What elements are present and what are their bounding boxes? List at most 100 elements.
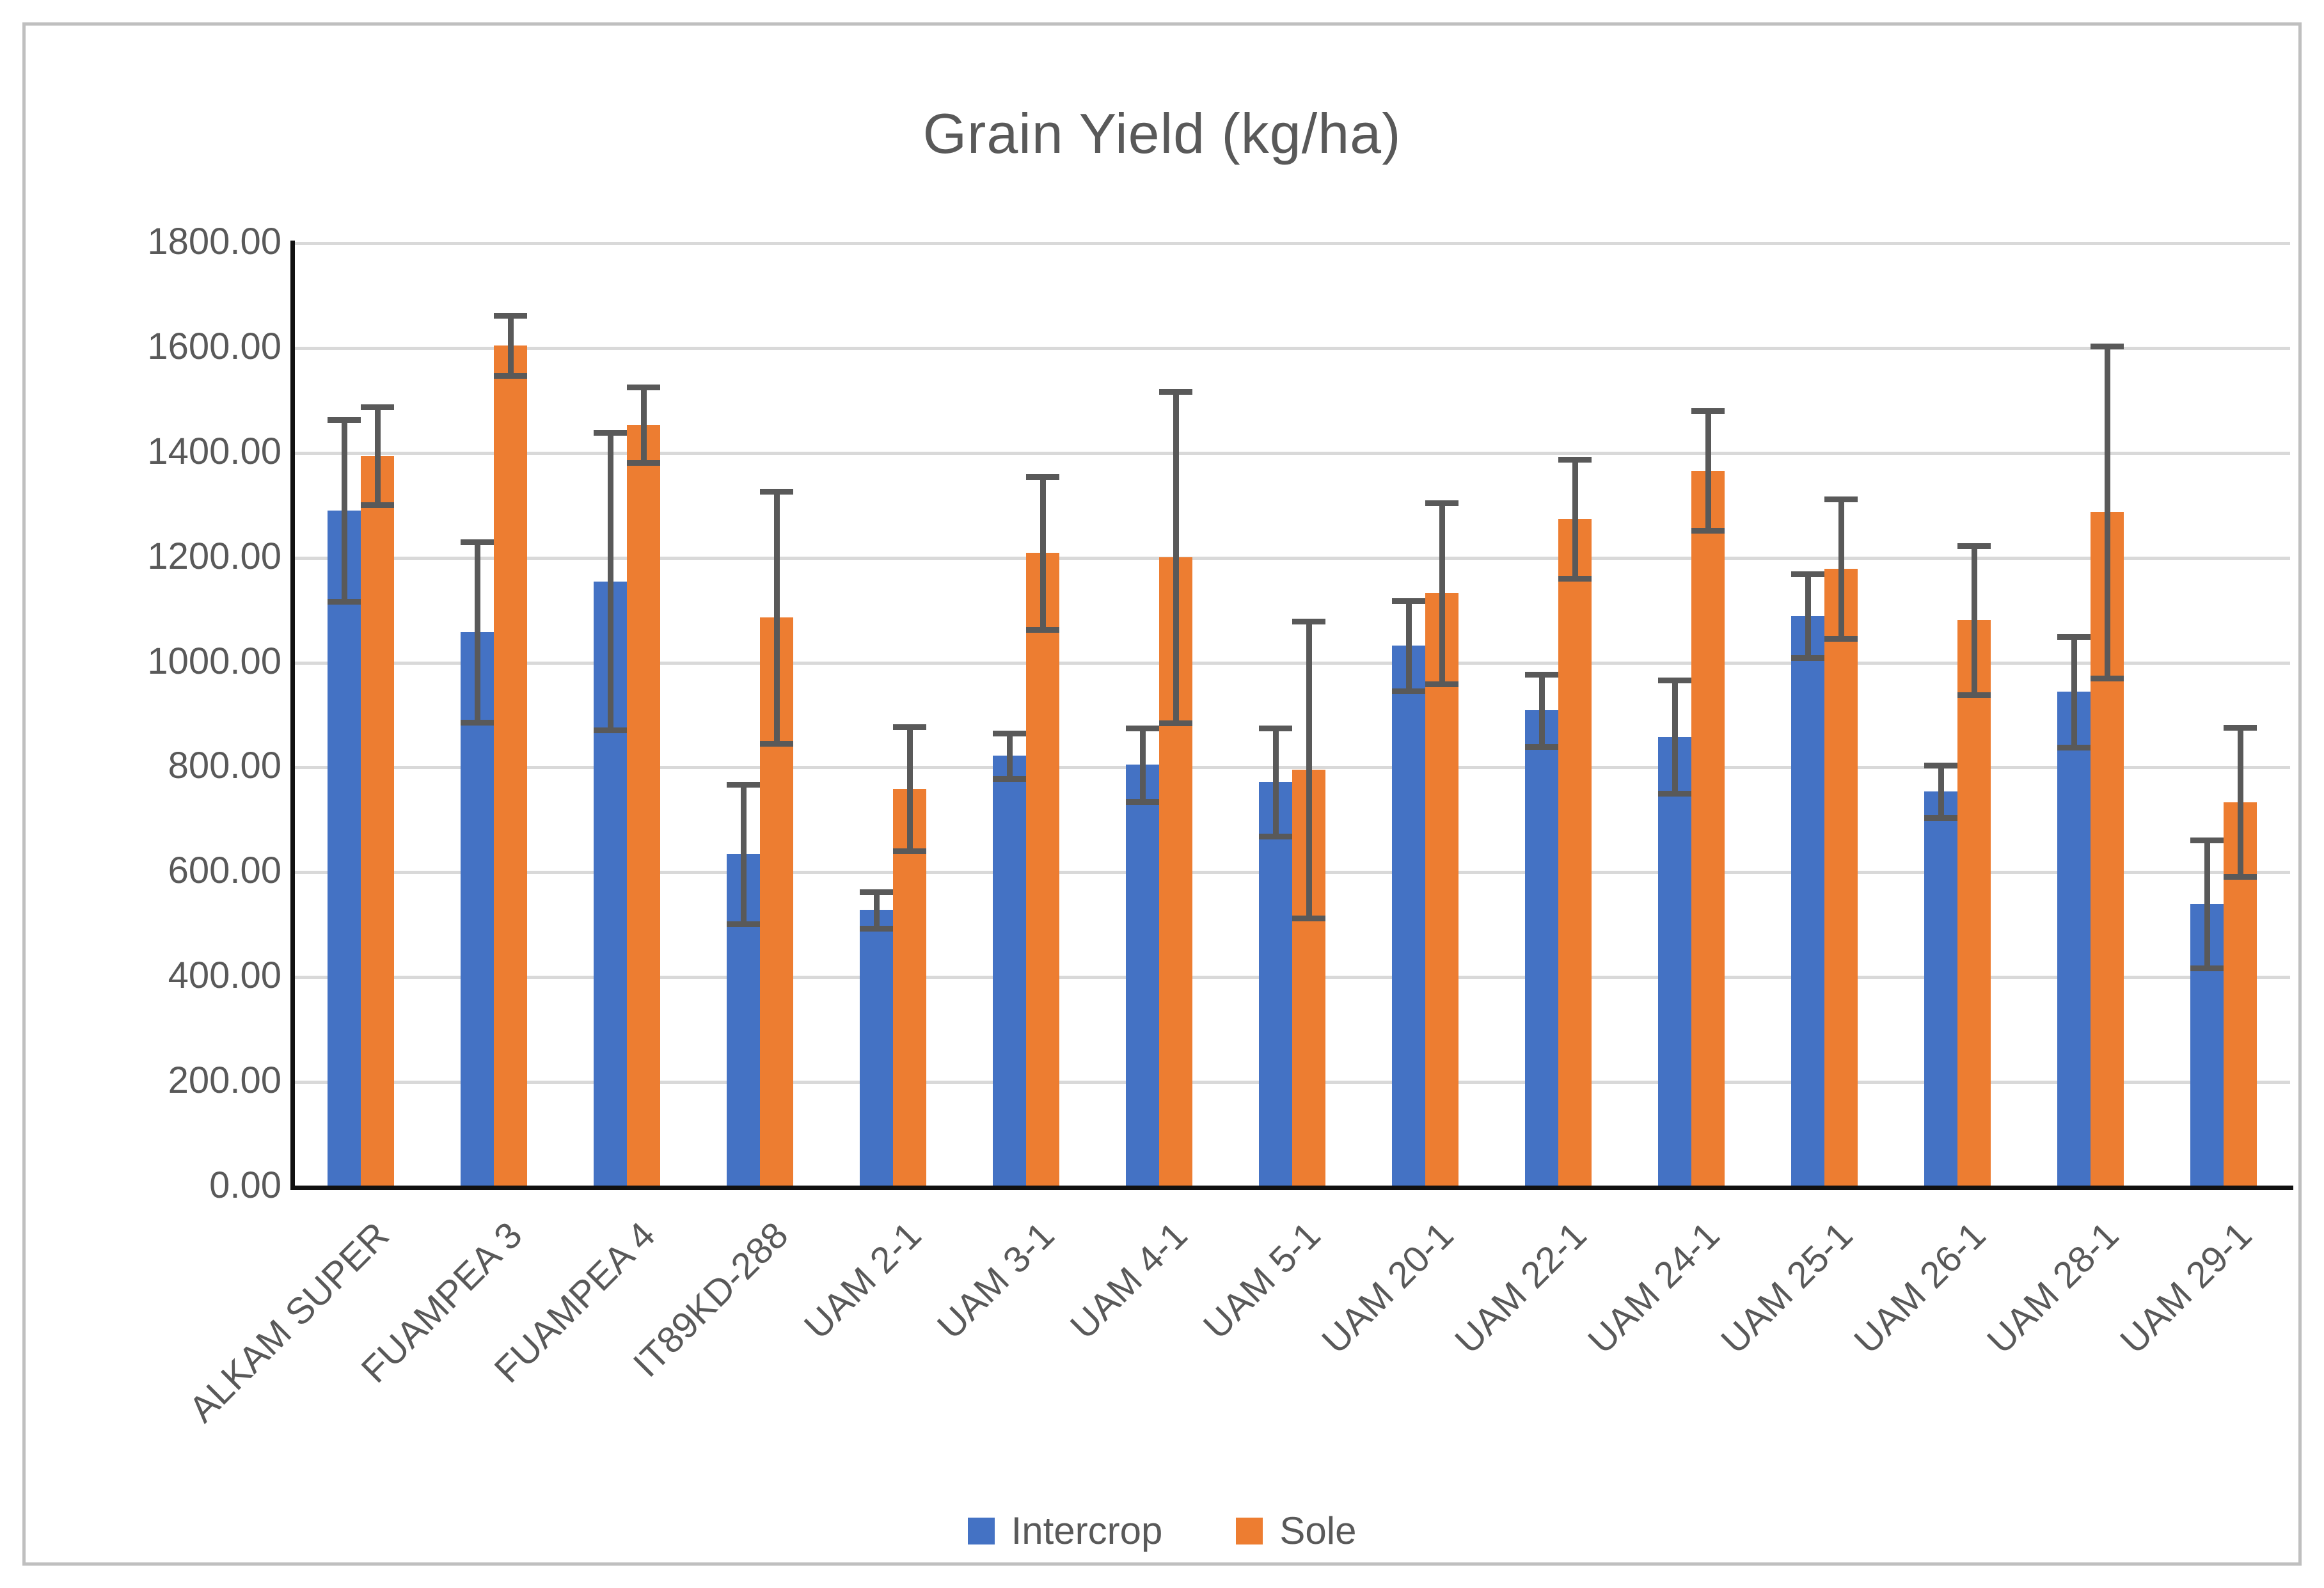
chart-title: Grain Yield (kg/ha) — [922, 102, 1402, 165]
y-axis-line — [290, 241, 295, 1190]
y-tick-label: 0.00 — [209, 1164, 281, 1206]
error-bar-cap-top — [1824, 496, 1858, 502]
error-bar-cap-bottom — [1824, 635, 1858, 642]
error-bar-cap-bottom — [1026, 626, 1059, 633]
error-bar-sole-4 — [773, 491, 780, 743]
error-bar-cap-bottom — [1525, 743, 1558, 750]
error-bar-cap-bottom — [627, 460, 660, 466]
error-bar-cap-top — [2057, 633, 2091, 640]
error-bar-cap-top — [1259, 725, 1292, 731]
error-bar-intercrop-11 — [1672, 680, 1678, 794]
legend-label-sole: Sole — [1279, 1509, 1357, 1552]
error-bar-cap-bottom — [2224, 873, 2257, 880]
error-bar-cap-bottom — [727, 921, 760, 927]
error-bar-sole-6 — [1039, 476, 1046, 630]
y-tick-label: 1400.00 — [147, 430, 281, 472]
error-bar-cap-top — [1425, 500, 1458, 506]
error-bar-intercrop-8 — [1272, 727, 1279, 836]
error-bar-cap-bottom — [494, 372, 527, 379]
error-bar-cap-top — [1026, 473, 1059, 480]
legend-item-intercrop: Intercrop — [967, 1509, 1163, 1553]
error-bar-cap-top — [2224, 725, 2257, 731]
intercrop-swatch-icon — [967, 1517, 995, 1544]
y-tick-label: 1600.00 — [147, 325, 281, 367]
error-bar-cap-top — [760, 489, 793, 495]
y-tick-label: 1800.00 — [147, 221, 281, 262]
error-bar-cap-top — [1392, 598, 1425, 604]
error-bar-sole-11 — [1705, 411, 1711, 531]
error-bar-intercrop-12 — [1805, 574, 1811, 658]
error-bar-cap-bottom — [461, 719, 494, 726]
error-bar-cap-top — [328, 417, 361, 424]
error-bar-cap-top — [594, 429, 627, 436]
error-bar-sole-8 — [1306, 621, 1312, 918]
error-bar-sole-15 — [2237, 727, 2243, 877]
error-bar-cap-top — [993, 731, 1026, 737]
error-bar-cap-bottom — [993, 775, 1026, 782]
error-bar-cap-bottom — [1259, 833, 1292, 839]
error-bar-cap-bottom — [1691, 528, 1725, 534]
y-tick-label: 200.00 — [168, 1060, 281, 1102]
bar-sole-5 — [893, 789, 926, 1187]
error-bar-cap-bottom — [2057, 745, 2091, 751]
error-bar-cap-top — [361, 404, 394, 411]
error-bar-intercrop-9 — [1405, 600, 1412, 691]
gridline — [294, 451, 2290, 455]
error-bar-intercrop-14 — [2071, 636, 2077, 748]
plot-area — [294, 242, 2290, 1189]
error-bar-intercrop-1 — [341, 420, 347, 601]
chart-frame: Grain Yield (kg/ha) 1800.00 1600.00 1400.0… — [22, 22, 2302, 1566]
error-bar-cap-bottom — [2091, 676, 2124, 682]
bar-sole-3 — [627, 425, 660, 1187]
legend: Intercrop Sole — [26, 1509, 2298, 1553]
error-bar-intercrop-2 — [474, 542, 480, 722]
bar-intercrop-13 — [1924, 791, 1957, 1187]
error-bar-sole-2 — [507, 315, 514, 376]
error-bar-cap-bottom — [2190, 965, 2224, 972]
error-bar-cap-top — [727, 781, 760, 788]
bar-intercrop-11 — [1658, 736, 1691, 1187]
error-bar-cap-top — [893, 724, 926, 731]
error-bar-intercrop-4 — [740, 784, 747, 924]
y-tick-label: 400.00 — [168, 955, 281, 997]
error-bar-cap-bottom — [1658, 791, 1691, 797]
error-bar-cap-bottom — [1791, 655, 1824, 662]
bar-intercrop-1 — [328, 510, 361, 1187]
error-bar-cap-top — [461, 539, 494, 546]
y-tick-label: 800.00 — [168, 745, 281, 787]
gridline — [294, 242, 2290, 245]
error-bar-intercrop-10 — [1538, 674, 1545, 747]
error-bar-cap-bottom — [1126, 798, 1159, 805]
error-bar-intercrop-15 — [2204, 840, 2210, 969]
error-bar-cap-bottom — [860, 926, 893, 932]
error-bar-cap-top — [1791, 571, 1824, 578]
bar-intercrop-8 — [1259, 782, 1292, 1187]
bar-sole-6 — [1026, 553, 1059, 1187]
error-bar-cap-top — [1658, 678, 1691, 684]
error-bar-cap-bottom — [1558, 575, 1592, 582]
error-bar-intercrop-13 — [1938, 765, 1944, 818]
gridline — [294, 346, 2290, 350]
error-bar-sole-3 — [640, 387, 647, 463]
error-bar-sole-10 — [1572, 459, 1578, 578]
error-bar-cap-top — [2091, 343, 2124, 349]
error-bar-cap-top — [1126, 725, 1159, 731]
bar-sole-10 — [1558, 519, 1592, 1187]
error-bar-sole-12 — [1838, 498, 1844, 639]
bar-intercrop-12 — [1791, 615, 1824, 1187]
gridline — [294, 661, 2290, 665]
error-bar-cap-bottom — [760, 740, 793, 747]
error-bar-cap-top — [1292, 618, 1325, 624]
bar-sole-12 — [1824, 568, 1858, 1187]
error-bar-intercrop-6 — [1006, 733, 1013, 779]
bar-sole-2 — [494, 345, 527, 1187]
error-bar-cap-top — [860, 889, 893, 895]
bar-intercrop-14 — [2057, 692, 2091, 1187]
bar-intercrop-6 — [993, 756, 1026, 1187]
error-bar-cap-top — [494, 313, 527, 319]
bar-intercrop-7 — [1126, 765, 1159, 1187]
gridline — [294, 556, 2290, 560]
error-bar-cap-top — [2190, 838, 2224, 844]
legend-label-intercrop: Intercrop — [1011, 1509, 1163, 1552]
error-bar-cap-top — [1525, 671, 1558, 678]
